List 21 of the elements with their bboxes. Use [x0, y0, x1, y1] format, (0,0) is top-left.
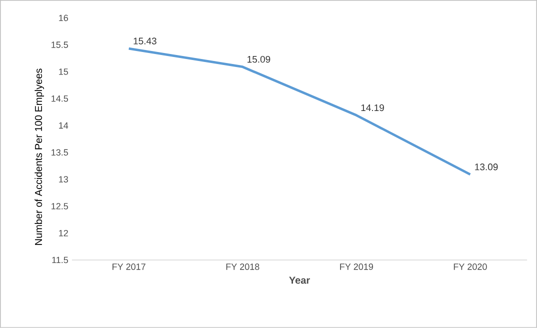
- y-axis-title: Number of Accidents Per 100 Emplyees: [34, 68, 44, 245]
- data-label: 15.09: [248, 56, 270, 63]
- data-label: 13.09: [475, 164, 498, 170]
- x-tick-label: FY 2020: [454, 264, 487, 270]
- y-tick-label: 15.5: [52, 42, 68, 48]
- y-tick-label: 14.5: [52, 95, 68, 102]
- line-series: [128, 47, 472, 176]
- y-tick-label: 12.5: [52, 203, 68, 210]
- y-tick-label: 15: [59, 68, 68, 75]
- y-tick-label: 14: [59, 122, 68, 129]
- y-tick-label: 13.5: [52, 149, 68, 156]
- y-tick-label: 16: [59, 14, 68, 22]
- data-label: 15.43: [134, 38, 156, 44]
- x-axis-title: Year: [289, 276, 310, 284]
- x-tick-label: FY 2017: [112, 264, 146, 270]
- y-tick-label: 13: [59, 176, 68, 183]
- x-tick-label: FY 2019: [340, 264, 373, 270]
- y-tick-label: 12: [59, 230, 68, 236]
- x-tick-label: FY 2018: [226, 264, 260, 270]
- y-tick-label: 11.5: [52, 256, 68, 264]
- data-label: 14.19: [361, 104, 384, 112]
